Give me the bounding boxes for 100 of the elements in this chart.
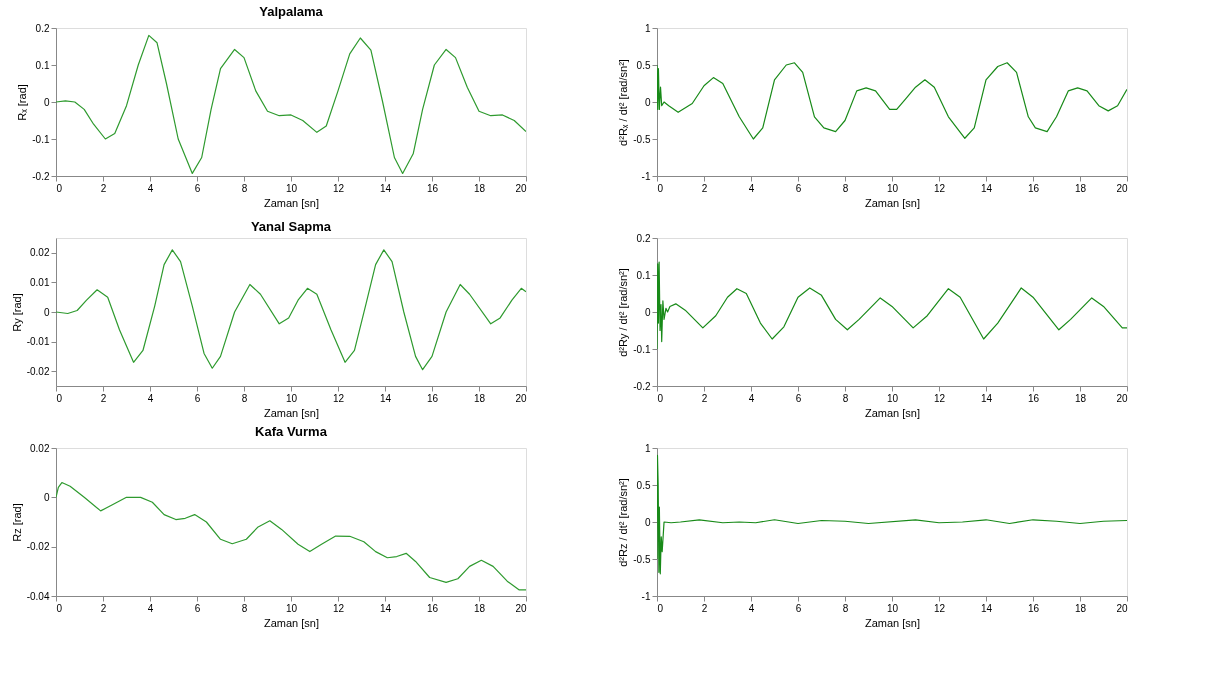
y-tick-label: 0.5 [636, 59, 651, 71]
x-tick-label: 16 [426, 392, 439, 404]
x-tick-label: 12 [933, 182, 946, 194]
x-tick-label: 4 [147, 392, 154, 404]
y-axis-title: d²Rz / dt² [rad/sn²] [617, 478, 630, 567]
x-tick-label: 4 [748, 602, 755, 614]
x-tick-label: 0 [56, 392, 63, 404]
x-tick-label: 4 [147, 182, 154, 194]
x-tick-label: 14 [379, 182, 392, 194]
y-tick-label: -1 [641, 590, 651, 602]
x-tick-label: 12 [332, 602, 345, 614]
x-tick-label: 8 [241, 602, 248, 614]
x-tick-label: 8 [842, 602, 849, 614]
x-tick-label: 18 [473, 182, 486, 194]
x-axis-title: Zaman [sn] [263, 406, 320, 419]
y-tick-label: 0.2 [35, 22, 50, 34]
x-tick-label: 8 [241, 182, 248, 194]
x-tick-label: 2 [701, 182, 708, 194]
x-axis-title: Zaman [sn] [864, 406, 921, 419]
x-tick-label: 18 [1074, 392, 1087, 404]
x-tick-label: 14 [379, 392, 392, 404]
y-tick-label: 0 [43, 96, 50, 108]
x-tick-label: 20 [1116, 182, 1128, 194]
x-tick-label: 12 [332, 392, 345, 404]
x-axis-title: Zaman [sn] [263, 196, 320, 209]
x-tick-label: 10 [886, 392, 899, 404]
x-tick-label: 14 [980, 392, 993, 404]
x-tick-label: 20 [515, 392, 527, 404]
x-tick-label: 14 [980, 602, 993, 614]
y-tick-label: 1 [644, 22, 651, 34]
x-axis-title: Zaman [sn] [864, 616, 921, 629]
line-series [56, 481, 526, 591]
x-tick-label: 4 [748, 182, 755, 194]
y-tick-label: 0 [43, 306, 50, 318]
x-tick-label: 6 [194, 392, 201, 404]
y-tick-label: 0 [644, 306, 651, 318]
chart-title: Yalpalama [259, 4, 324, 19]
x-tick-label: 6 [795, 602, 802, 614]
line-series [657, 261, 1127, 350]
y-tick-label: -0.2 [633, 380, 651, 392]
y-tick-label: 0.01 [30, 276, 50, 288]
y-tick-label: -0.1 [32, 133, 50, 145]
x-tick-label: 12 [933, 602, 946, 614]
x-tick-label: 8 [842, 182, 849, 194]
y-tick-label: -0.04 [26, 590, 50, 602]
x-tick-label: 6 [194, 602, 201, 614]
y-tick-label: -0.5 [633, 133, 651, 145]
y-tick-label: -0.02 [26, 541, 50, 553]
x-axis-title: Zaman [sn] [263, 616, 320, 629]
x-tick-label: 0 [657, 392, 664, 404]
y-tick-label: -0.5 [633, 553, 651, 565]
y-tick-label: -0.02 [26, 365, 50, 377]
y-tick-label: 0.02 [30, 442, 50, 454]
y-tick-label: 0.2 [636, 232, 651, 244]
x-tick-label: 10 [285, 392, 298, 404]
x-tick-label: 14 [379, 602, 392, 614]
x-tick-label: 14 [980, 182, 993, 194]
x-tick-label: 6 [795, 392, 802, 404]
y-axis-title: Rz [rad] [10, 503, 23, 542]
x-tick-label: 2 [701, 602, 708, 614]
y-tick-label: 0.02 [30, 247, 50, 259]
x-tick-label: 12 [332, 182, 345, 194]
line-series [657, 454, 1127, 575]
x-tick-label: 8 [241, 392, 248, 404]
x-axis-title: Zaman [sn] [864, 196, 921, 209]
y-tick-label: 1 [644, 442, 651, 454]
line-series [56, 249, 526, 371]
x-tick-label: 2 [100, 182, 107, 194]
chart-title: Kafa Vurma [255, 424, 328, 439]
x-tick-label: 20 [1116, 602, 1128, 614]
x-tick-label: 10 [285, 182, 298, 194]
x-tick-label: 18 [473, 602, 486, 614]
x-tick-label: 20 [515, 182, 527, 194]
x-tick-label: 0 [56, 182, 63, 194]
x-tick-label: 4 [748, 392, 755, 404]
y-tick-label: -0.01 [26, 336, 50, 348]
x-tick-label: 2 [701, 392, 708, 404]
x-tick-label: 0 [657, 182, 664, 194]
x-tick-label: 6 [194, 182, 201, 194]
x-tick-label: 16 [1027, 182, 1040, 194]
y-tick-label: 0 [644, 516, 651, 528]
x-tick-label: 10 [285, 602, 298, 614]
y-tick-label: 0 [644, 96, 651, 108]
y-tick-label: 0.1 [35, 59, 50, 71]
y-tick-label: 0.1 [636, 269, 651, 281]
x-tick-label: 10 [886, 602, 899, 614]
x-tick-label: 2 [100, 392, 107, 404]
x-tick-label: 20 [1116, 392, 1128, 404]
x-tick-label: 0 [657, 602, 664, 614]
line-series [657, 62, 1127, 140]
x-tick-label: 12 [933, 392, 946, 404]
y-axis-title: d²Rₓ / dt² [rad/sn²] [617, 59, 630, 146]
y-axis-title: Ry [rad] [10, 293, 23, 332]
y-tick-label: -0.1 [633, 343, 651, 355]
chart-title: Yanal Sapma [250, 219, 332, 234]
x-tick-label: 6 [795, 182, 802, 194]
x-tick-label: 16 [426, 602, 439, 614]
x-tick-label: 18 [1074, 602, 1087, 614]
y-tick-label: 0.5 [636, 479, 651, 491]
x-tick-label: 8 [842, 392, 849, 404]
